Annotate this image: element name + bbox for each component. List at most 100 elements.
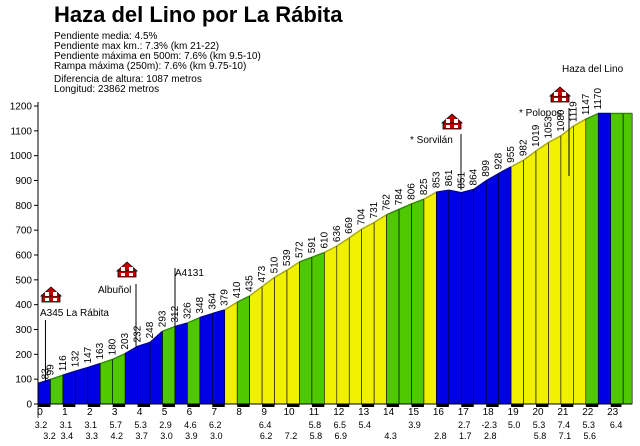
altitude-label: 825 [419,178,430,195]
profile-segment [324,245,338,405]
profile-segment [174,322,188,405]
x-tick-label: 7 [212,407,218,418]
profile-ridge [560,125,574,137]
altitude-label: 784 [394,188,405,205]
x-scale-bar [486,404,499,407]
y-tick-label: 500 [15,275,32,286]
altitude-label: 248 [145,321,156,338]
x-scale-bar [162,404,175,407]
profile-segment [585,112,599,405]
profile-segment [311,252,325,405]
summit-icon [440,113,464,130]
grade-label-row2: 3.3 [86,431,99,441]
stat-max-km-grade: Pendiente max km.: 7.3% (km 21-22) [54,41,220,52]
profile-segment [498,166,512,405]
altitude-label: 864 [469,168,480,185]
grade-label-row2: 5.8 [310,431,323,441]
profile-ridge [498,166,512,175]
x-scale-bar [560,404,574,407]
altitude-label: 232 [133,325,144,342]
grade-label-row2: 3.7 [135,431,148,441]
profile-ridge [373,214,387,224]
x-scale-bar [287,404,300,407]
profile-segment [473,180,487,405]
profile-ridge [187,316,201,324]
profile-segment [236,295,250,405]
x-tick-label: 4 [137,407,143,418]
altitude-label: 806 [407,183,418,200]
profile-segment [286,261,300,405]
grade-label-row1: 3.1 [85,420,98,430]
profile-segment [398,203,412,405]
profile-ridge [398,203,412,210]
summit-icon [115,261,139,278]
altitude-label: 116 [58,355,69,371]
summit-icon-window [53,292,57,296]
x-scale-bar [112,404,126,407]
grade-label-row2: 2.8 [484,431,497,441]
profile-ridge [361,221,375,230]
x-tick-label: 5 [162,407,168,418]
profile-segment [299,256,313,405]
profile-segment [361,221,375,405]
profile-ridge [473,180,487,191]
grade-label-row1: 5.3 [134,420,147,430]
x-tick-label: 23 [607,407,619,418]
grade-label-row1: -2.3 [481,420,497,430]
x-scale-bar [585,404,599,407]
summit-icon [548,86,572,103]
grade-label-row1: 2.7 [458,420,471,430]
summit-icon-window [121,273,125,276]
grade-label-row1: 3.2 [35,420,48,430]
profile-segment [75,367,89,405]
stat-length: Longitud: 23862 metros [54,84,160,95]
x-tick-label: 15 [408,407,420,418]
y-tick-label: 800 [15,201,32,212]
x-scale-bar [262,404,275,407]
grade-label-row2: 5.6 [584,431,597,441]
x-scale-bar [311,404,325,407]
profile-segment [124,345,138,405]
summit-icon-roof [115,261,139,272]
profile-ridge [274,269,288,278]
profile-segment [411,198,425,405]
y-tick-label: 200 [15,350,32,361]
altitude-label: 982 [519,139,530,156]
altitude-label: 1147 [581,93,592,115]
profile-ridge [62,370,76,376]
profile-ridge [585,112,599,120]
profile-ridge [236,295,250,303]
profile-ridge [87,362,101,369]
profile-ridge [199,312,213,319]
summit-icon [39,286,63,303]
profile-ridge [548,135,562,144]
summit-icon-window [53,298,57,301]
summit-icon-window [562,92,566,96]
profile-ridge [510,159,524,168]
x-tick-label: 8 [236,407,242,418]
profile-segment [423,191,437,405]
summit-icon-window [454,119,458,123]
altitude-label: 348 [195,296,206,313]
annotation-label: A4131 [175,268,204,279]
x-tick-label: 0 [37,407,43,418]
profile-segment [199,313,213,405]
x-tick-label: 1 [62,407,68,418]
altitude-label: 1080 [556,109,567,132]
x-tick-label: 18 [483,407,495,418]
summit-icon-roof [548,86,572,97]
profile-ridge [535,141,549,152]
grade-label-row1: 6.5 [334,420,347,430]
y-tick-label: 900 [15,176,32,187]
summit-icon-window [129,267,133,271]
y-tick-label: 400 [15,300,32,311]
x-scale-bar [212,404,225,407]
grade-label-row1: 6.4 [610,420,623,430]
summit-icon-window [129,273,133,276]
profile-segment [274,269,288,405]
grade-label-row2: 5.8 [534,431,547,441]
summit-icon-window [121,267,125,271]
profile-segment [348,228,363,405]
grade-label-row2: 6.9 [335,431,348,441]
